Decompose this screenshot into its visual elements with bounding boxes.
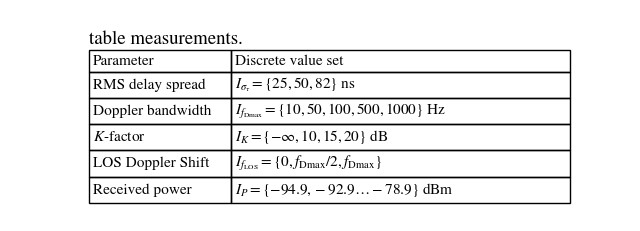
- Bar: [231, 177, 570, 203]
- Bar: [89, 124, 231, 150]
- Text: Parameter: Parameter: [93, 54, 154, 67]
- Bar: [231, 150, 570, 177]
- Text: LOS Doppler Shift: LOS Doppler Shift: [93, 157, 209, 170]
- Text: $I_{\sigma_{\tau}} = \{25, 50, 82\}$ ns: $I_{\sigma_{\tau}} = \{25, 50, 82\}$ ns: [235, 76, 356, 94]
- Text: $K$-factor: $K$-factor: [93, 130, 146, 144]
- Text: $I_P = \{-94.9, -92.9{\ldots} - 78.9\}$ dBm: $I_P = \{-94.9, -92.9{\ldots} - 78.9\}$ …: [235, 181, 454, 199]
- Text: table measurements.: table measurements.: [89, 31, 243, 48]
- Text: RMS delay spread: RMS delay spread: [93, 78, 205, 91]
- Text: $I_{f_{\mathrm{Dmax}}} = \{10, 50, 100, 500, 1000\}$ Hz: $I_{f_{\mathrm{Dmax}}} = \{10, 50, 100, …: [235, 102, 446, 121]
- Text: Discrete value set: Discrete value set: [235, 54, 343, 67]
- Text: $I_{f_{\mathrm{LOS}}} = \{0, f_{\mathrm{Dmax}}/2, f_{\mathrm{Dmax}}\}$: $I_{f_{\mathrm{LOS}}} = \{0, f_{\mathrm{…: [235, 154, 382, 173]
- Text: Doppler bandwidth: Doppler bandwidth: [93, 104, 211, 118]
- Bar: [89, 50, 231, 72]
- Text: Received power: Received power: [93, 183, 191, 197]
- Bar: [89, 150, 231, 177]
- Bar: [231, 72, 570, 98]
- Bar: [231, 50, 570, 72]
- Bar: [89, 72, 231, 98]
- Bar: [89, 177, 231, 203]
- Bar: [231, 124, 570, 150]
- Bar: [231, 98, 570, 124]
- Text: $I_K = \{-\infty, 10, 15, 20\}$ dB: $I_K = \{-\infty, 10, 15, 20\}$ dB: [235, 128, 388, 146]
- Bar: [89, 98, 231, 124]
